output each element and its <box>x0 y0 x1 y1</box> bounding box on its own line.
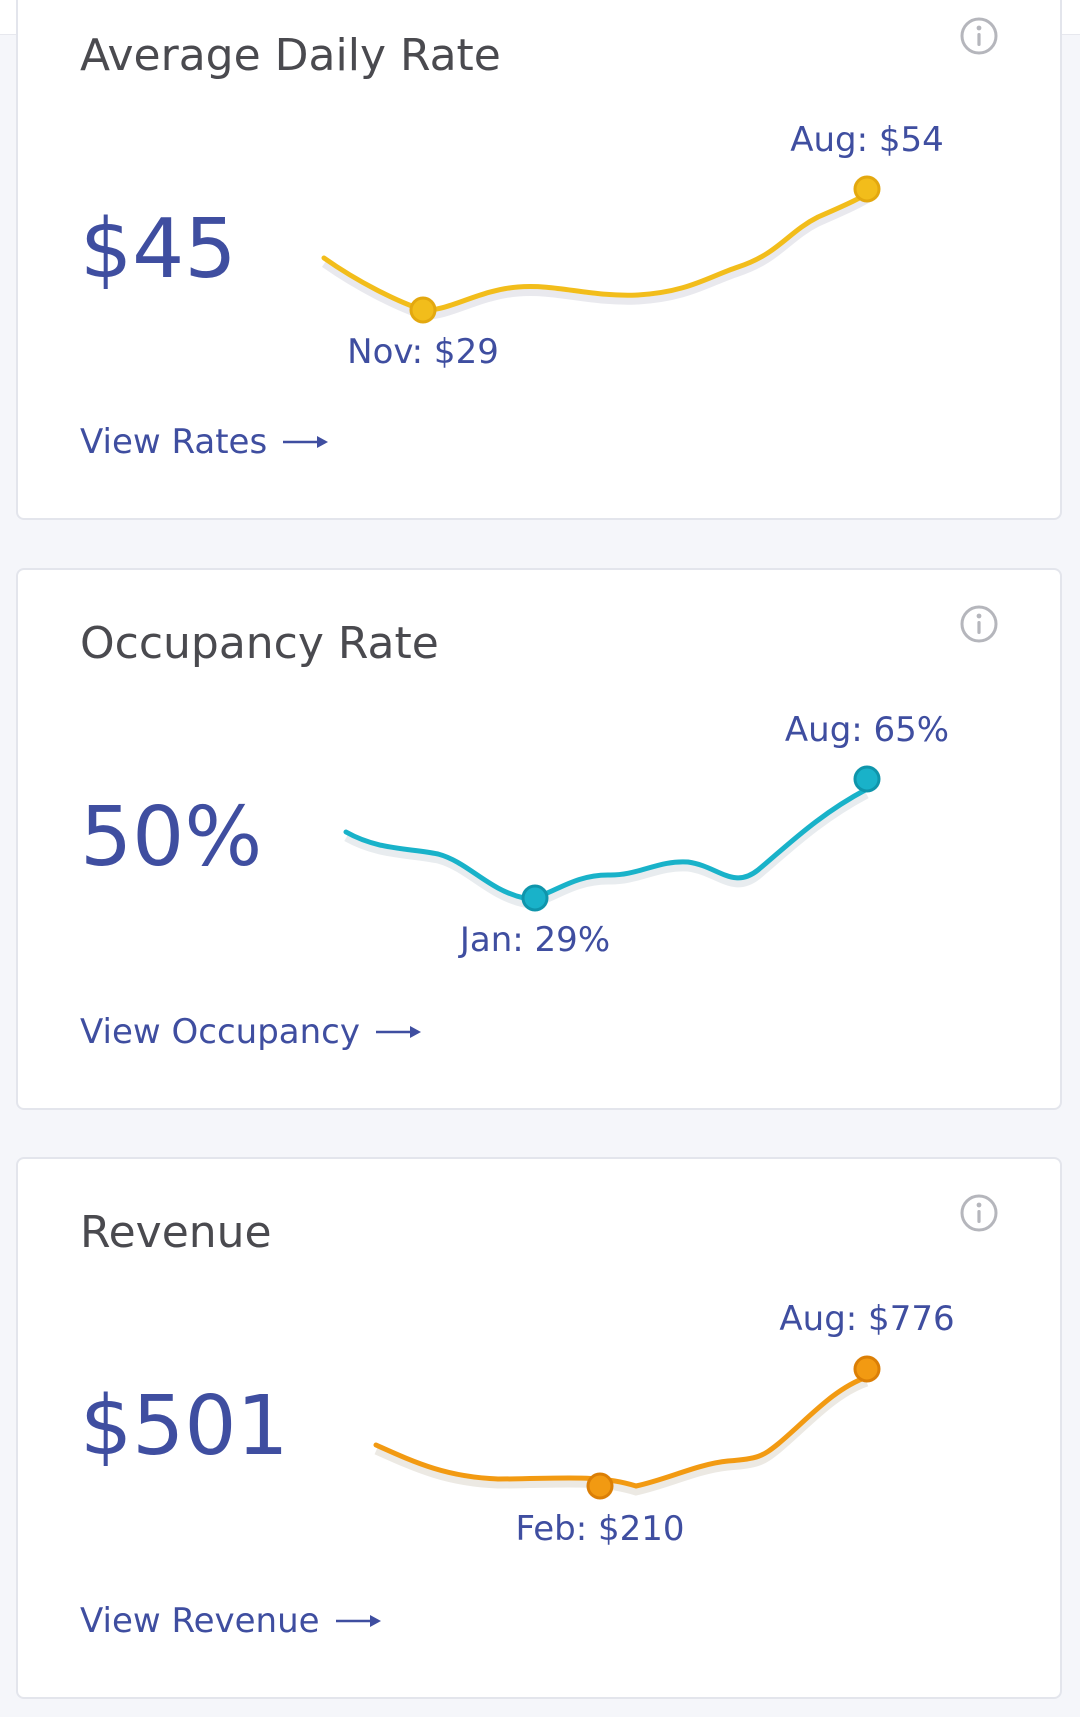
high-point <box>853 1355 881 1383</box>
revenue-card: Revenue $501 Aug: $776 Feb: $210 View Re… <box>16 1157 1062 1699</box>
low-point-label: Feb: $210 <box>515 1509 685 1549</box>
link-label: View Rates <box>80 422 268 462</box>
occupancy-rate-sparkline <box>343 765 881 912</box>
sparkline-line <box>321 187 876 313</box>
high-point-label: Aug: $54 <box>790 120 944 160</box>
average-daily-rate-card: Average Daily Rate $45 Aug: $54 Nov: $29… <box>16 0 1062 520</box>
sparkline-shadow <box>344 791 869 908</box>
view-revenue-link[interactable]: View Revenue <box>80 1601 382 1641</box>
occupancy-rate-value: 50% <box>80 790 263 885</box>
link-label: View Occupancy <box>80 1012 360 1052</box>
low-point <box>409 296 437 324</box>
low-point-label: Nov: $29 <box>347 332 499 372</box>
card-title: Average Daily Rate <box>80 30 501 81</box>
revenue-value: $501 <box>80 1379 289 1474</box>
low-point <box>521 884 549 912</box>
arrow-right-icon <box>335 1615 381 1627</box>
view-occupancy-link[interactable]: View Occupancy <box>80 1012 422 1052</box>
view-rates-link[interactable]: View Rates <box>80 422 329 462</box>
average-daily-rate-value: $45 <box>80 202 237 297</box>
info-icon[interactable] <box>959 1193 999 1233</box>
sparkline-shadow <box>374 1379 869 1496</box>
occupancy-rate-card: Occupancy Rate 50% Aug: 65% Jan: 29% Vie… <box>16 568 1062 1110</box>
info-icon[interactable] <box>959 16 999 56</box>
sparkline-shadow <box>321 193 876 320</box>
high-point-label: Aug: 65% <box>784 710 950 750</box>
card-title: Occupancy Rate <box>80 618 439 669</box>
average-daily-rate-sparkline <box>321 175 881 324</box>
card-title: Revenue <box>80 1207 272 1258</box>
low-point-label: Jan: 29% <box>459 920 611 960</box>
high-point <box>853 175 881 203</box>
sparkline-line <box>373 1374 870 1489</box>
info-icon[interactable] <box>959 604 999 644</box>
arrow-right-icon <box>283 436 329 448</box>
sparkline-line <box>343 786 870 901</box>
arrow-right-icon <box>375 1026 421 1038</box>
revenue-sparkline <box>373 1355 881 1500</box>
link-label: View Revenue <box>80 1601 320 1641</box>
high-point-label: Aug: $776 <box>779 1299 955 1339</box>
low-point <box>586 1472 614 1500</box>
high-point <box>853 765 881 793</box>
